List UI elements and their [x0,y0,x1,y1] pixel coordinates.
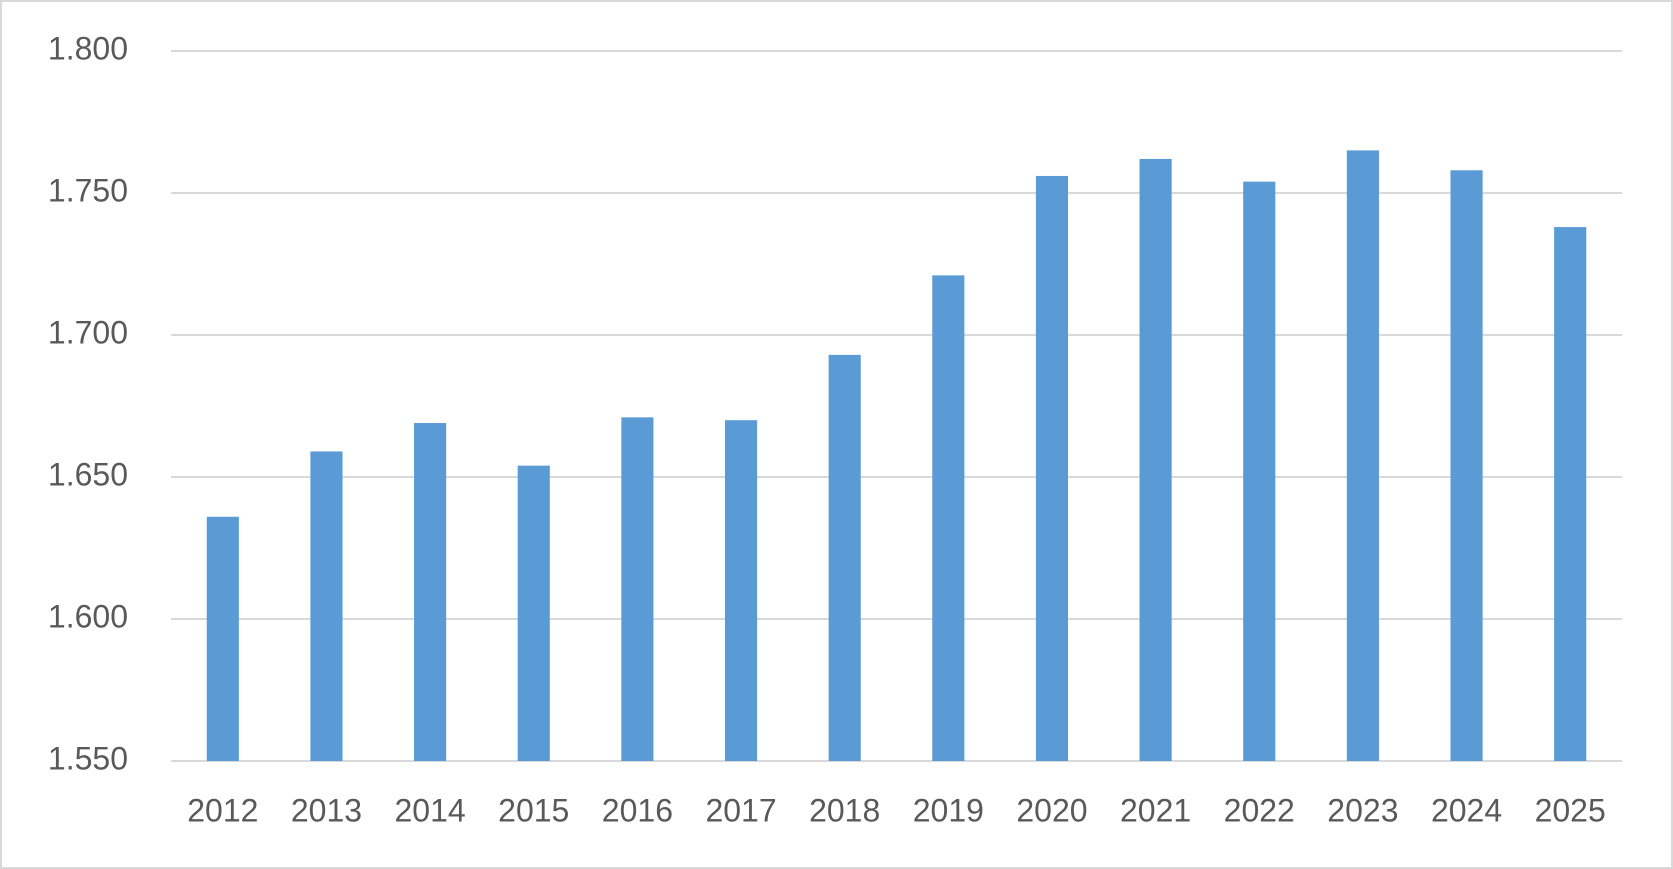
bar [828,354,861,761]
y-tick-label: 1.650 [48,456,128,492]
x-tick-label: 2019 [913,792,984,828]
x-tick-label: 2012 [187,792,258,828]
bar [1346,150,1379,761]
y-tick-label: 1.700 [48,314,128,350]
bar [724,420,758,761]
bar [517,465,550,761]
y-tick-label: 1.600 [48,598,128,634]
x-tick-label: 2023 [1327,792,1398,828]
bar [1243,181,1276,761]
bar [206,516,239,761]
bar [414,423,447,761]
x-tick-label: 2014 [395,792,466,828]
y-tick-label: 1.550 [48,740,128,776]
x-tick-label: 2016 [602,792,673,828]
y-tick-label: 1.750 [48,172,128,208]
x-tick-label: 2021 [1120,792,1191,828]
bar [1139,158,1172,762]
bar [310,451,343,761]
x-tick-label: 2015 [498,792,569,828]
x-tick-label: 2020 [1016,792,1087,828]
bar [1035,175,1069,761]
x-tick-label: 2024 [1431,792,1502,828]
bar [932,275,965,761]
x-tick-label: 2017 [705,792,776,828]
bar [621,417,654,761]
x-tick-label: 2022 [1224,792,1295,828]
x-tick-label: 2018 [809,792,880,828]
x-tick-label: 2025 [1535,792,1606,828]
y-tick-label: 1.800 [48,30,128,66]
bar [1450,170,1483,761]
x-tick-label: 2013 [291,792,362,828]
bar [1554,227,1587,761]
